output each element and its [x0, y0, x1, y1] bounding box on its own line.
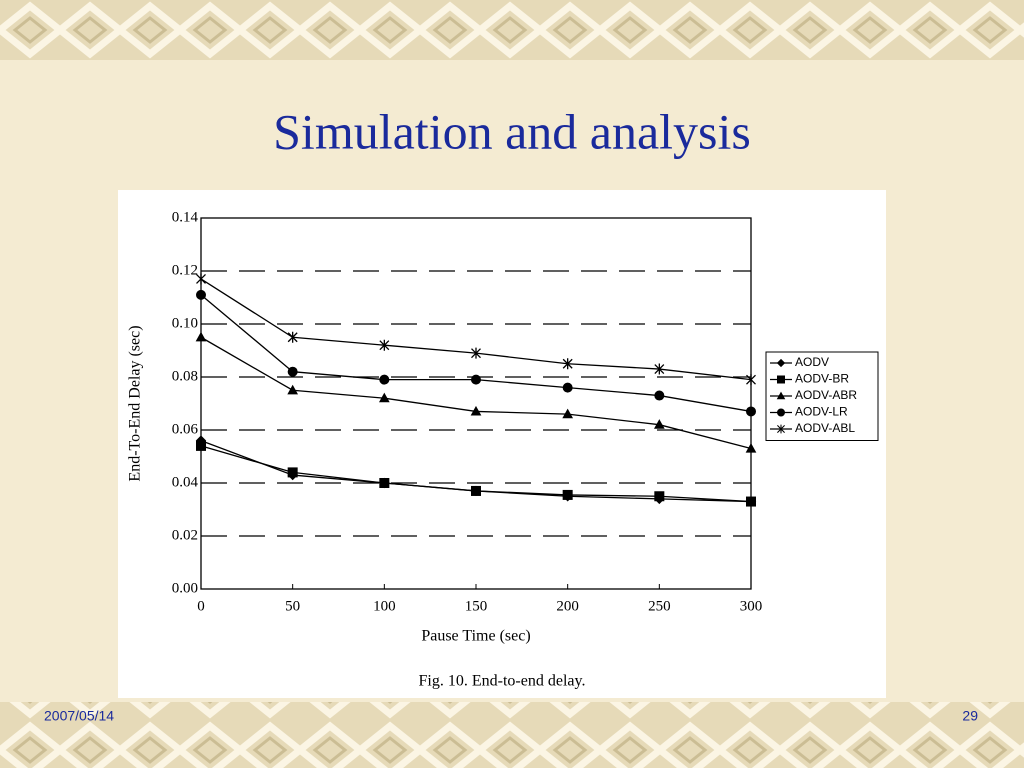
marker — [471, 485, 481, 496]
chart: 0.00 0.02 0.04 0.06 0.08 0.10 0.12 0.14 0 50 100 15… — [127, 209, 879, 690]
plot-frame — [200, 217, 752, 590]
slide-date: 2007/05/14 — [44, 708, 114, 724]
y-tick-label: 0.08 — [172, 368, 198, 384]
y-axis-label: End-To-End Delay (sec) — [127, 325, 144, 481]
x-tick-label: 250 — [648, 598, 671, 614]
marker — [379, 478, 390, 488]
y-tick-label: 0.04 — [172, 474, 199, 490]
x-tick-label: 150 — [465, 598, 488, 614]
x-tick-label: 0 — [197, 598, 205, 614]
marker — [379, 339, 390, 351]
marker — [746, 406, 756, 417]
marker — [287, 366, 298, 377]
legend-label: AODV — [795, 355, 829, 369]
marker — [562, 489, 573, 500]
bottom-border — [0, 702, 1024, 768]
x-axis-label: Pause Time (sec) — [421, 628, 530, 645]
marker — [654, 390, 665, 401]
marker — [196, 289, 206, 300]
marker — [471, 374, 481, 385]
marker — [196, 440, 206, 451]
y-tick-label: 0.14 — [172, 209, 199, 225]
slide-title: Simulation and analysis — [273, 103, 751, 159]
marker — [562, 408, 574, 419]
marker — [287, 467, 298, 478]
marker — [654, 491, 665, 502]
marker — [776, 358, 786, 368]
y-tick-label: 0.00 — [172, 580, 198, 596]
legend-label: AODV-LR — [795, 405, 848, 419]
y-tick-label: 0.02 — [172, 527, 198, 543]
marker — [654, 363, 665, 375]
x-tick-label: 300 — [740, 598, 763, 614]
marker — [562, 382, 573, 393]
marker — [562, 358, 573, 370]
marker — [745, 443, 757, 453]
legend-label: AODV-ABL — [795, 421, 855, 435]
legend-label: AODV-ABR — [795, 388, 857, 402]
marker — [777, 424, 785, 434]
marker — [777, 375, 786, 384]
caption: Fig. 10. End-to-end delay. — [419, 673, 586, 690]
y-tick-label: 0.06 — [172, 421, 199, 437]
legend-label: AODV-BR — [795, 372, 849, 386]
marker — [470, 405, 482, 416]
marker — [653, 419, 665, 429]
marker — [379, 374, 390, 385]
x-tick-label: 100 — [373, 598, 396, 614]
marker — [195, 331, 207, 342]
marker — [287, 384, 299, 395]
marker — [287, 331, 298, 343]
marker — [196, 273, 206, 285]
marker — [776, 391, 786, 400]
top-border — [0, 0, 1024, 60]
marker — [746, 496, 756, 507]
marker — [378, 392, 390, 403]
x-tick-label: 50 — [285, 598, 300, 614]
y-tick-label: 0.10 — [172, 315, 198, 331]
marker — [777, 408, 786, 417]
marker — [471, 347, 481, 359]
slide-number: 29 — [962, 708, 978, 724]
x-tick-label: 200 — [556, 598, 579, 614]
y-tick-label: 0.12 — [172, 262, 198, 278]
chart-panel — [118, 190, 886, 698]
marker — [746, 374, 756, 386]
